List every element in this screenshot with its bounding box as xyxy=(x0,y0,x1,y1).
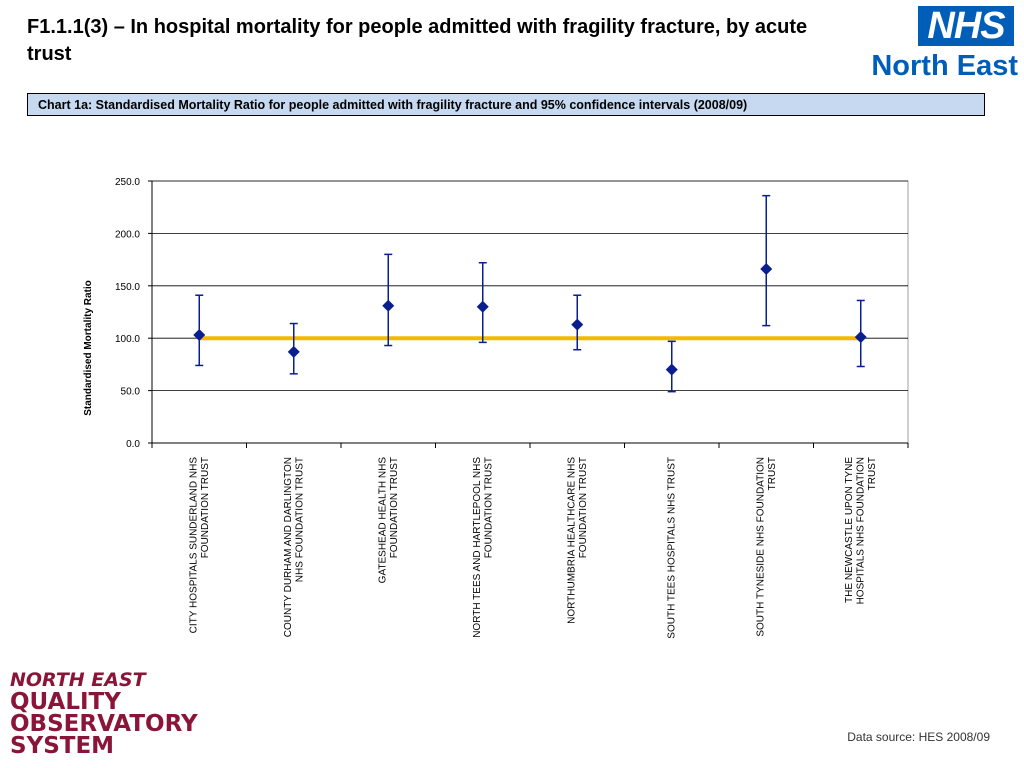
nhs-logo-text: NHS xyxy=(927,5,1005,47)
x-category-label: THE NEWCASTLE UPON TYNE xyxy=(844,457,855,603)
x-category-label: FOUNDATION TRUST xyxy=(578,457,589,558)
nhs-logo-box: NHS xyxy=(918,6,1014,46)
x-category-label: NORTHUMBRIA HEALTHCARE NHS xyxy=(566,457,577,624)
qos-logo-line: SYSTEM xyxy=(10,733,115,759)
x-category-label: TRUST xyxy=(767,457,778,490)
x-category-label: COUNTY DURHAM AND DARLINGTON xyxy=(283,457,294,637)
y-tick-label: 0.0 xyxy=(126,439,140,450)
x-category-label: FOUNDATION TRUST xyxy=(200,457,211,558)
qos-logo: NORTH EAST QUALITY OBSERVATORY SYSTEM xyxy=(10,669,198,762)
chart-caption: Chart 1a: Standardised Mortality Ratio f… xyxy=(38,98,748,112)
nhs-logo-region: North East xyxy=(871,50,1018,82)
nhs-north-east-logo: NHS North East xyxy=(848,6,1018,84)
x-category-label: NORTH TEES AND HARTLEPOOL NHS xyxy=(472,457,483,638)
x-category-label: FOUNDATION TRUST xyxy=(483,457,494,558)
x-category-label: SOUTH TYNESIDE NHS FOUNDATION xyxy=(755,457,766,637)
data-point xyxy=(571,318,584,331)
y-axis-title: Standardised Mortality Ratio xyxy=(83,280,94,416)
data-point xyxy=(476,300,489,313)
x-category-label: FOUNDATION TRUST xyxy=(389,457,400,558)
y-tick-label: 200.0 xyxy=(115,229,140,240)
x-category-label: HOSPITALS NHS FOUNDATION xyxy=(856,457,867,604)
data-point xyxy=(382,299,395,312)
data-point xyxy=(760,263,773,276)
data-point xyxy=(193,329,206,342)
qos-logo-line: QUALITY xyxy=(10,689,121,715)
x-category-label: NHS FOUNDATION TRUST xyxy=(294,457,305,582)
chart-caption-box: Chart 1a: Standardised Mortality Ratio f… xyxy=(27,93,985,116)
page-title: F1.1.1(3) – In hospital mortality for pe… xyxy=(27,16,808,65)
y-tick-label: 100.0 xyxy=(115,334,140,345)
y-tick-label: 250.0 xyxy=(115,177,140,188)
x-category-label: GATESHEAD HEALTH NHS xyxy=(377,457,388,584)
y-tick-label: 50.0 xyxy=(121,387,141,398)
data-point xyxy=(287,345,300,358)
y-tick-label: 150.0 xyxy=(115,282,140,293)
data-point xyxy=(665,363,678,376)
data-source: Data source: HES 2008/09 xyxy=(847,730,990,744)
x-category-label: TRUST xyxy=(867,457,878,490)
data-point xyxy=(854,331,867,344)
qos-logo-line: NORTH EAST xyxy=(10,669,146,691)
x-category-label: SOUTH TEES HOSPITALS NHS TRUST xyxy=(667,457,678,639)
plot-area xyxy=(151,180,909,444)
x-category-label: CITY HOSPITALS SUNDERLAND NHS xyxy=(188,457,199,634)
qos-logo-line: OBSERVATORY xyxy=(10,711,198,737)
